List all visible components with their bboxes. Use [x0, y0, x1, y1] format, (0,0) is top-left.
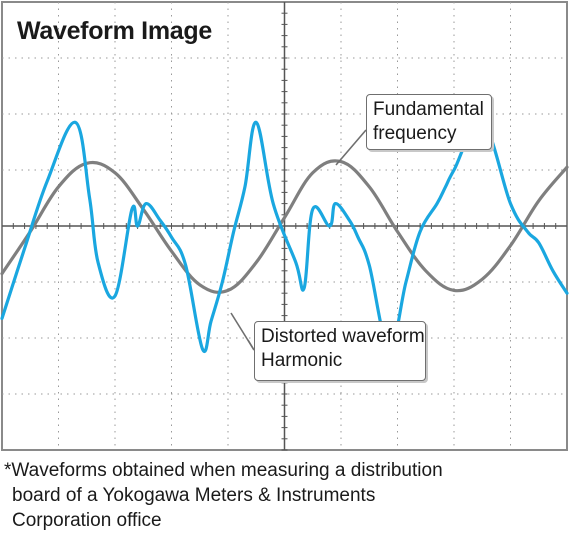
footnote-line-3: Corporation office — [12, 510, 162, 531]
callout-fundamental-line-2: frequency — [373, 123, 457, 144]
callout-distorted-line-2: Harmonic — [261, 350, 343, 371]
chart-title: Waveform Image — [17, 17, 212, 45]
series-distorted-line — [0, 120, 569, 353]
fundamental-leader-line — [335, 129, 367, 166]
distorted-leader-line-2 — [247, 339, 255, 351]
footnote-line-1: *Waveforms obtained when measuring a dis… — [4, 460, 443, 481]
waveform-chart — [0, 1, 569, 451]
callout-distorted-line-1: Distorted waveform — [261, 326, 425, 347]
fundamental-frequency-callout: Fundamental frequency — [366, 94, 492, 150]
callout-leaders — [230, 129, 367, 351]
chart-series — [0, 120, 569, 353]
series-fundamental-line — [0, 159, 569, 294]
distorted-waveform-callout: Distorted waveform Harmonic — [254, 321, 426, 381]
chart-grid — [1, 1, 568, 451]
callout-fundamental-line-1: Fundamental — [373, 99, 484, 120]
footnote: *Waveforms obtained when measuring a dis… — [4, 458, 564, 533]
footnote-line-2: board of a Yokogawa Meters & Instruments — [12, 485, 376, 506]
